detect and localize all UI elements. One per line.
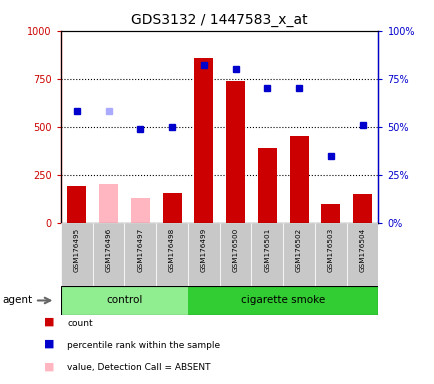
Bar bbox=[187, 286, 378, 315]
Text: GSM176497: GSM176497 bbox=[137, 228, 143, 272]
Bar bbox=[321, 204, 339, 223]
Bar bbox=[99, 184, 118, 223]
Text: GSM176496: GSM176496 bbox=[105, 228, 111, 272]
Bar bbox=[61, 286, 187, 315]
Text: GSM176498: GSM176498 bbox=[169, 228, 174, 272]
Bar bbox=[162, 193, 181, 223]
Bar bbox=[352, 194, 371, 223]
Text: agent: agent bbox=[2, 295, 32, 306]
Text: GSM176504: GSM176504 bbox=[359, 228, 365, 272]
Text: ■: ■ bbox=[43, 361, 54, 371]
Title: GDS3132 / 1447583_x_at: GDS3132 / 1447583_x_at bbox=[131, 13, 307, 27]
Text: ■: ■ bbox=[43, 317, 54, 327]
Bar bbox=[283, 223, 314, 286]
Text: control: control bbox=[106, 295, 142, 306]
Text: value, Detection Call = ABSENT: value, Detection Call = ABSENT bbox=[67, 363, 210, 372]
Text: GSM176501: GSM176501 bbox=[264, 228, 270, 272]
Bar bbox=[219, 223, 251, 286]
Bar bbox=[187, 223, 219, 286]
Text: GSM176500: GSM176500 bbox=[232, 228, 238, 272]
Bar bbox=[314, 223, 346, 286]
Text: count: count bbox=[67, 319, 93, 328]
Bar bbox=[346, 223, 378, 286]
Bar bbox=[156, 223, 187, 286]
Bar bbox=[92, 223, 124, 286]
Bar bbox=[257, 148, 276, 223]
Text: GSM176495: GSM176495 bbox=[74, 228, 79, 272]
Bar bbox=[61, 223, 92, 286]
Bar bbox=[124, 223, 156, 286]
Bar bbox=[226, 81, 244, 223]
Text: GSM176503: GSM176503 bbox=[327, 228, 333, 272]
Bar bbox=[251, 223, 283, 286]
Bar bbox=[289, 136, 308, 223]
Text: GSM176499: GSM176499 bbox=[201, 228, 206, 272]
Bar bbox=[131, 198, 149, 223]
Text: percentile rank within the sample: percentile rank within the sample bbox=[67, 341, 220, 350]
Text: ■: ■ bbox=[43, 339, 54, 349]
Bar bbox=[67, 186, 86, 223]
Bar bbox=[194, 58, 213, 223]
Text: cigarette smoke: cigarette smoke bbox=[240, 295, 325, 306]
Text: GSM176502: GSM176502 bbox=[296, 228, 301, 272]
